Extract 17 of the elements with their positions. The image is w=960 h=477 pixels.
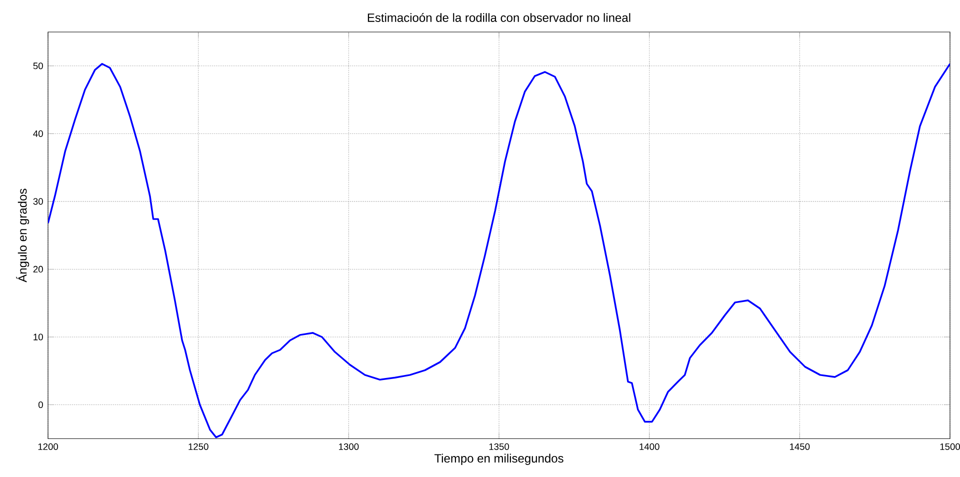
y-tick-label: 10 [34, 334, 43, 340]
y-tick-label: 50 [33, 62, 43, 70]
x-tick-label: 1450 [790, 443, 810, 450]
x-tick-label: 1200 [38, 443, 58, 450]
x-tick-label: 1400 [640, 443, 660, 450]
y-tick-label: 40 [33, 130, 43, 137]
x-axis-title: Tiempo en milisegundos [434, 454, 564, 465]
x-tick-label: 1250 [188, 443, 208, 450]
x-tick-label: 1350 [489, 443, 510, 450]
line-series [48, 62, 950, 438]
y-axis-title: Ángulo en grados [16, 188, 30, 282]
y-tick-label: 0 [38, 401, 43, 408]
x-tick-label: 1300 [339, 443, 359, 450]
chart-title: Estimacioón de la rodilla con observador no lineal [368, 12, 630, 22]
x-tick-label: 1500 [940, 443, 960, 450]
y-tick-label: 30 [33, 198, 43, 205]
y-tick-label: 20 [33, 266, 43, 273]
